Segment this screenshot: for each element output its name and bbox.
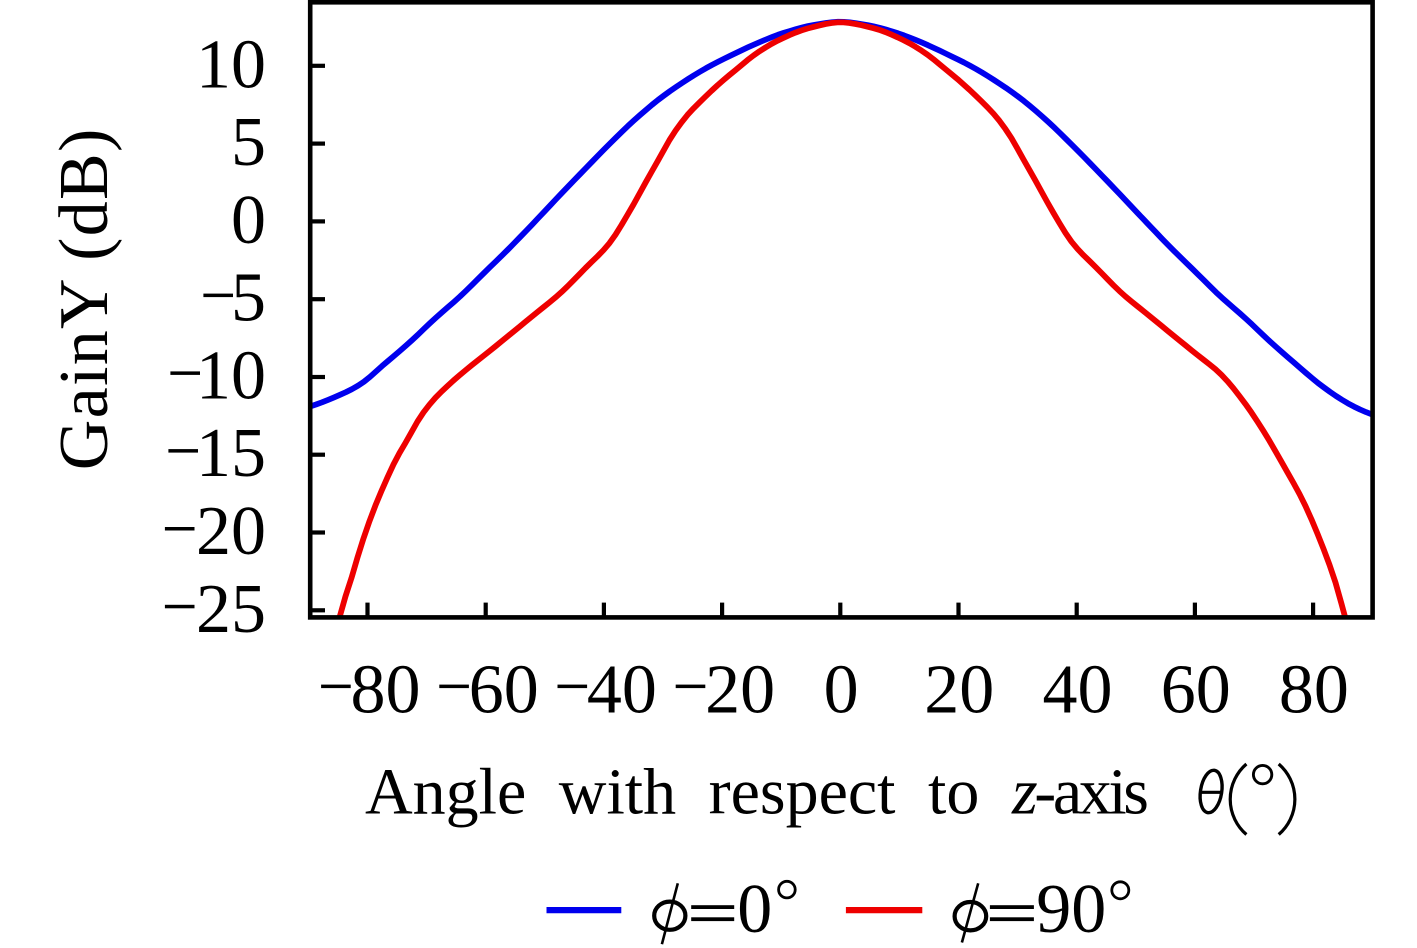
svg-text:Angle with respect to: Angle with respect to	[365, 756, 979, 829]
svg-text:40: 40	[587, 652, 657, 729]
svg-text:z-axis: z-axis	[1011, 756, 1147, 829]
svg-text:GainY (dB): GainY (dB)	[46, 127, 123, 470]
svg-text:0: 0	[824, 652, 859, 729]
svg-text:90: 90	[1036, 871, 1106, 948]
svg-text:0: 0	[737, 871, 772, 948]
svg-text:10: 10	[196, 26, 266, 103]
svg-text:10: 10	[196, 338, 266, 415]
svg-text:80: 80	[351, 652, 421, 729]
svg-text:0: 0	[231, 182, 266, 259]
svg-text:60: 60	[469, 652, 539, 729]
svg-text:20: 20	[705, 652, 775, 729]
svg-text:40: 40	[1043, 652, 1113, 729]
svg-text:60: 60	[1161, 652, 1231, 729]
svg-text:25: 25	[196, 571, 266, 648]
svg-text:80: 80	[1279, 652, 1349, 729]
svg-text:20: 20	[924, 652, 994, 729]
svg-text:15: 15	[196, 415, 266, 492]
svg-text:20: 20	[196, 493, 266, 570]
svg-text:5: 5	[231, 104, 266, 181]
svg-text:5: 5	[231, 260, 266, 337]
